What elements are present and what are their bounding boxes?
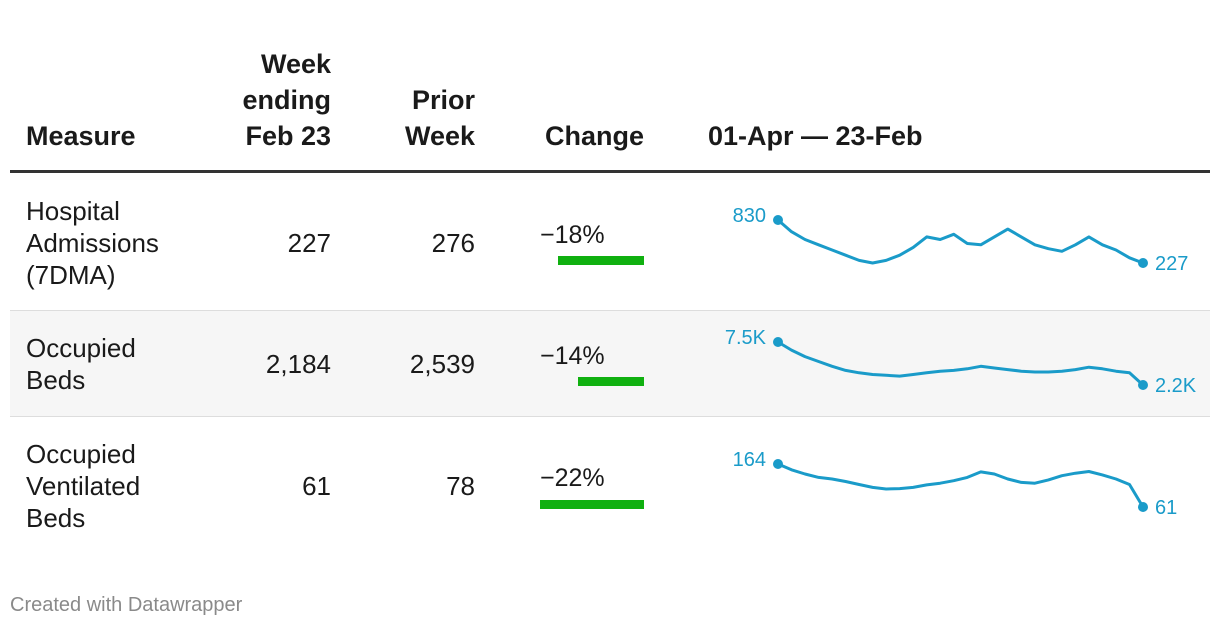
sparkline-start-label: 164 (733, 449, 766, 471)
prior-week-value: 2,539 (409, 349, 475, 379)
sparkline: 7.5K 2.2K (725, 327, 1197, 397)
measure-label: Occupied Beds (26, 332, 226, 396)
sparkline-start-label: 7.5K (725, 327, 767, 349)
change-value: −18% (540, 221, 605, 249)
change-value: −22% (540, 464, 605, 492)
measure-label: Occupied Ventilated Beds (26, 438, 226, 534)
header-prior-week: Prior Week (340, 82, 475, 154)
header-week-ending-line3: Feb 23 (245, 121, 331, 151)
sparkline-path (777, 462, 1145, 508)
prior-week-value: 78 (446, 471, 475, 501)
header-week-ending-line2: ending (242, 85, 332, 115)
sparkline-end-label: 2.2K (1155, 375, 1197, 397)
sparkline: 830 227 (733, 205, 1189, 275)
change-bar (558, 256, 644, 265)
week-ending-value: 61 (302, 471, 331, 501)
week-ending-value: 227 (287, 228, 331, 258)
table-row: Occupied Ventilated Beds 61 78 −22% 164 6… (10, 417, 1210, 547)
measure-line: Beds (26, 503, 86, 533)
measure-line: Admissions (26, 228, 159, 258)
prior-week-value: 276 (431, 228, 475, 258)
sparkline-start-point (773, 459, 783, 469)
table-row: Occupied Beds 2,184 2,539 −14% 7.5K 2.2K (10, 311, 1210, 416)
sparkline-end-point (1138, 258, 1148, 268)
table-row: Hospital Admissions (7DMA) 227 276 −18% … (10, 173, 1210, 310)
measure-line: Beds (26, 365, 86, 395)
header-rule (10, 170, 1210, 173)
row-divider (10, 310, 1210, 311)
sparkline: 164 61 (733, 449, 1178, 519)
measure-label: Hospital Admissions (7DMA) (26, 195, 226, 291)
header-sparkline-range: 01-Apr — 23-Feb (708, 121, 923, 151)
change-value: −14% (540, 342, 605, 370)
sparkline-path (777, 218, 1144, 265)
header-measure: Measure (26, 121, 136, 151)
sparkline-end-point (1138, 502, 1148, 512)
sparkline-end-label: 227 (1155, 253, 1188, 275)
sparkline-start-label: 830 (733, 205, 766, 227)
sparkline-end-label: 61 (1155, 497, 1177, 519)
sparkline-start-point (773, 337, 783, 347)
sparkline-path (777, 340, 1145, 387)
change-bar (540, 500, 644, 509)
measure-line: Hospital (26, 196, 120, 226)
sparkline-start-point (773, 215, 783, 225)
measure-line: Occupied (26, 439, 136, 469)
header-change: Change (544, 121, 644, 151)
header-week-ending-line1: Week (260, 49, 331, 79)
footer-credit: Created with Datawrapper (10, 594, 243, 616)
row-divider (10, 416, 1210, 417)
change-bar (578, 377, 644, 386)
header-prior-week-line2: Week (404, 121, 475, 151)
header-prior-week-line1: Prior (411, 85, 475, 115)
week-ending-value: 2,184 (265, 349, 331, 379)
header-week-ending: Week ending Feb 23 (180, 46, 332, 154)
sparkline-end-point (1138, 380, 1148, 390)
measure-line: Occupied (26, 333, 136, 363)
measure-line: (7DMA) (26, 260, 116, 290)
measure-line: Ventilated (26, 471, 141, 501)
